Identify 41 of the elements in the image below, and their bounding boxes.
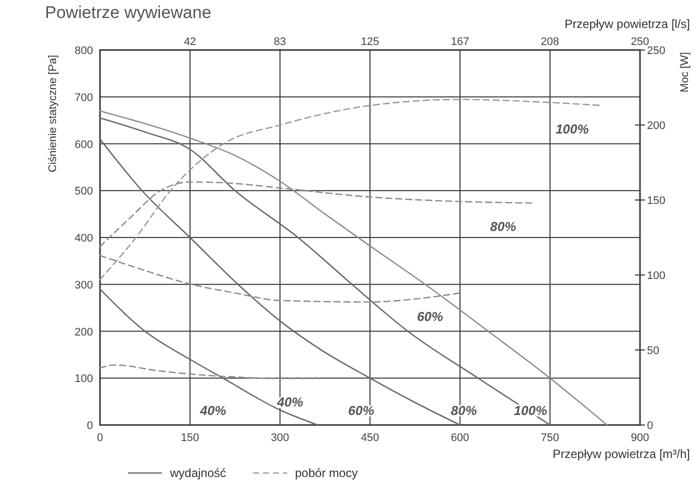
x2-tick-label: 125 <box>360 36 380 48</box>
x-axis-title: Przepływ powietrza [m³/h] <box>552 447 690 461</box>
x-tick-label: 600 <box>450 432 470 444</box>
y-tick-label: 200 <box>74 326 93 338</box>
y2-tick-label: 150 <box>647 195 666 207</box>
y-axis-title: Ciśnienie statyczne [Pa] <box>47 55 59 172</box>
y2-axis-title: Moc [W] <box>679 52 691 92</box>
x-tick-label: 0 <box>96 432 104 444</box>
y-tick-label: 700 <box>74 92 93 104</box>
legend-label: pobór mocy <box>295 466 358 480</box>
y2-tick-label: 250 <box>647 45 666 57</box>
annotation: 80% <box>490 219 517 234</box>
x2-tick-label: 83 <box>274 36 286 48</box>
line-series <box>99 288 318 426</box>
x-tick-label: 150 <box>180 432 200 444</box>
legend-label: wydajność <box>169 466 226 480</box>
x-tick-label: 450 <box>360 432 380 444</box>
line-series <box>99 364 321 380</box>
x2-tick-label: 250 <box>630 36 650 48</box>
y-tick-label: 300 <box>74 279 93 292</box>
x-tick-label: 900 <box>630 432 650 444</box>
annotation: 60% <box>416 309 444 324</box>
y-tick-label: 400 <box>74 232 93 244</box>
annotation: 100% <box>556 122 590 136</box>
y-tick-label: 800 <box>74 45 93 57</box>
y-tick-label: 0 <box>86 420 93 432</box>
x-tick-label: 300 <box>270 432 290 444</box>
y2-tick-label: 0 <box>647 420 654 432</box>
y2-tick-label: 200 <box>647 120 666 132</box>
x2-tick-label: 208 <box>540 36 560 48</box>
x2-tick-label: 167 <box>450 36 470 48</box>
annotation: 40% <box>199 403 227 418</box>
x2-axis-title: Przepływ powietrza [l/s] <box>564 17 690 31</box>
y-tick-label: 500 <box>74 186 93 198</box>
y-tick-label: 100 <box>74 373 93 386</box>
y2-tick-label: 50 <box>647 345 660 357</box>
x-tick-label: 750 <box>540 432 560 444</box>
y-tick-label: 600 <box>74 138 93 151</box>
x2-tick-label: 42 <box>184 36 196 48</box>
y2-tick-label: 100 <box>647 270 666 282</box>
chart-title: Powietrze wywiewane <box>45 3 212 22</box>
